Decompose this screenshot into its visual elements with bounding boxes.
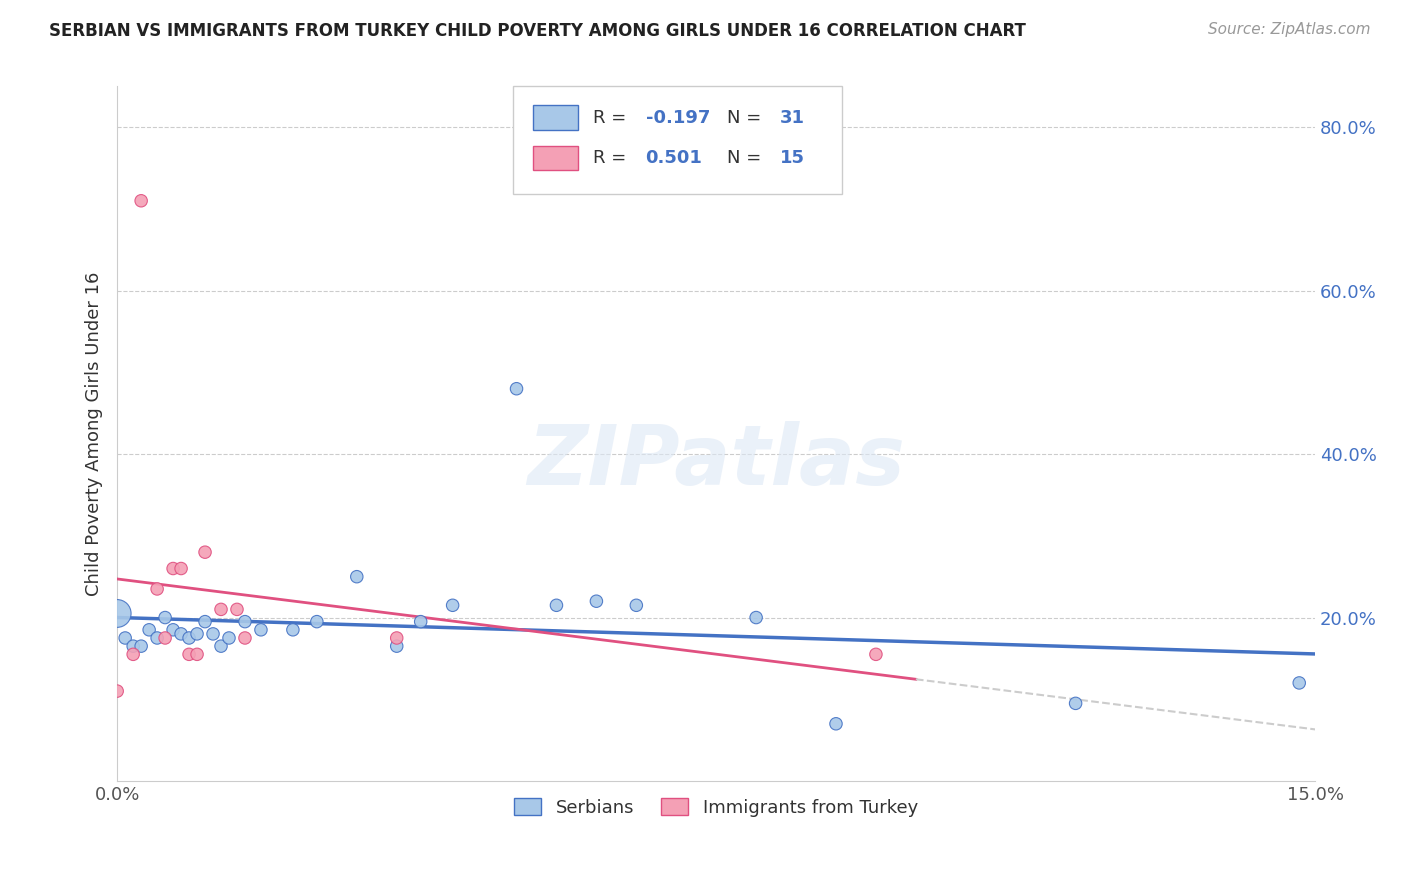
Point — [194, 615, 217, 629]
Text: 31: 31 — [780, 109, 804, 127]
Point — [153, 610, 176, 624]
Point — [105, 684, 128, 698]
Text: R =: R = — [593, 109, 631, 127]
Text: N =: N = — [727, 109, 768, 127]
Point — [162, 623, 184, 637]
Text: N =: N = — [727, 149, 768, 167]
Point — [505, 382, 527, 396]
FancyBboxPatch shape — [533, 145, 578, 170]
Point — [209, 602, 232, 616]
Point — [250, 623, 273, 637]
Point — [186, 648, 208, 662]
Point — [546, 599, 568, 613]
Point — [114, 631, 136, 645]
Point — [346, 570, 368, 584]
Point — [226, 602, 249, 616]
Point — [385, 631, 408, 645]
FancyBboxPatch shape — [533, 105, 578, 129]
Point — [202, 627, 225, 641]
Text: -0.197: -0.197 — [645, 109, 710, 127]
Point — [129, 639, 152, 653]
FancyBboxPatch shape — [513, 87, 842, 194]
Point — [170, 627, 193, 641]
Point — [146, 631, 169, 645]
Point — [233, 631, 256, 645]
Point — [122, 639, 145, 653]
Point — [218, 631, 240, 645]
Point — [1288, 676, 1310, 690]
Point — [170, 561, 193, 575]
Text: 15: 15 — [780, 149, 804, 167]
Point — [825, 716, 848, 731]
Point — [626, 599, 648, 613]
Point — [186, 627, 208, 641]
Point — [105, 607, 128, 621]
Text: Source: ZipAtlas.com: Source: ZipAtlas.com — [1208, 22, 1371, 37]
Point — [122, 648, 145, 662]
Point — [146, 582, 169, 596]
Text: R =: R = — [593, 149, 637, 167]
Text: ZIPatlas: ZIPatlas — [527, 421, 905, 502]
Point — [585, 594, 607, 608]
Point — [177, 648, 200, 662]
Text: 0.501: 0.501 — [645, 149, 703, 167]
Point — [129, 194, 152, 208]
Point — [745, 610, 768, 624]
Point — [385, 639, 408, 653]
Text: SERBIAN VS IMMIGRANTS FROM TURKEY CHILD POVERTY AMONG GIRLS UNDER 16 CORRELATION: SERBIAN VS IMMIGRANTS FROM TURKEY CHILD … — [49, 22, 1026, 40]
Point — [209, 639, 232, 653]
Point — [233, 615, 256, 629]
Y-axis label: Child Poverty Among Girls Under 16: Child Poverty Among Girls Under 16 — [86, 271, 103, 596]
Point — [153, 631, 176, 645]
Legend: Serbians, Immigrants from Turkey: Serbians, Immigrants from Turkey — [508, 791, 925, 824]
Point — [194, 545, 217, 559]
Point — [441, 599, 464, 613]
Point — [865, 648, 887, 662]
Point — [177, 631, 200, 645]
Point — [138, 623, 160, 637]
Point — [409, 615, 432, 629]
Point — [1064, 697, 1087, 711]
Point — [162, 561, 184, 575]
Point — [281, 623, 304, 637]
Point — [305, 615, 328, 629]
